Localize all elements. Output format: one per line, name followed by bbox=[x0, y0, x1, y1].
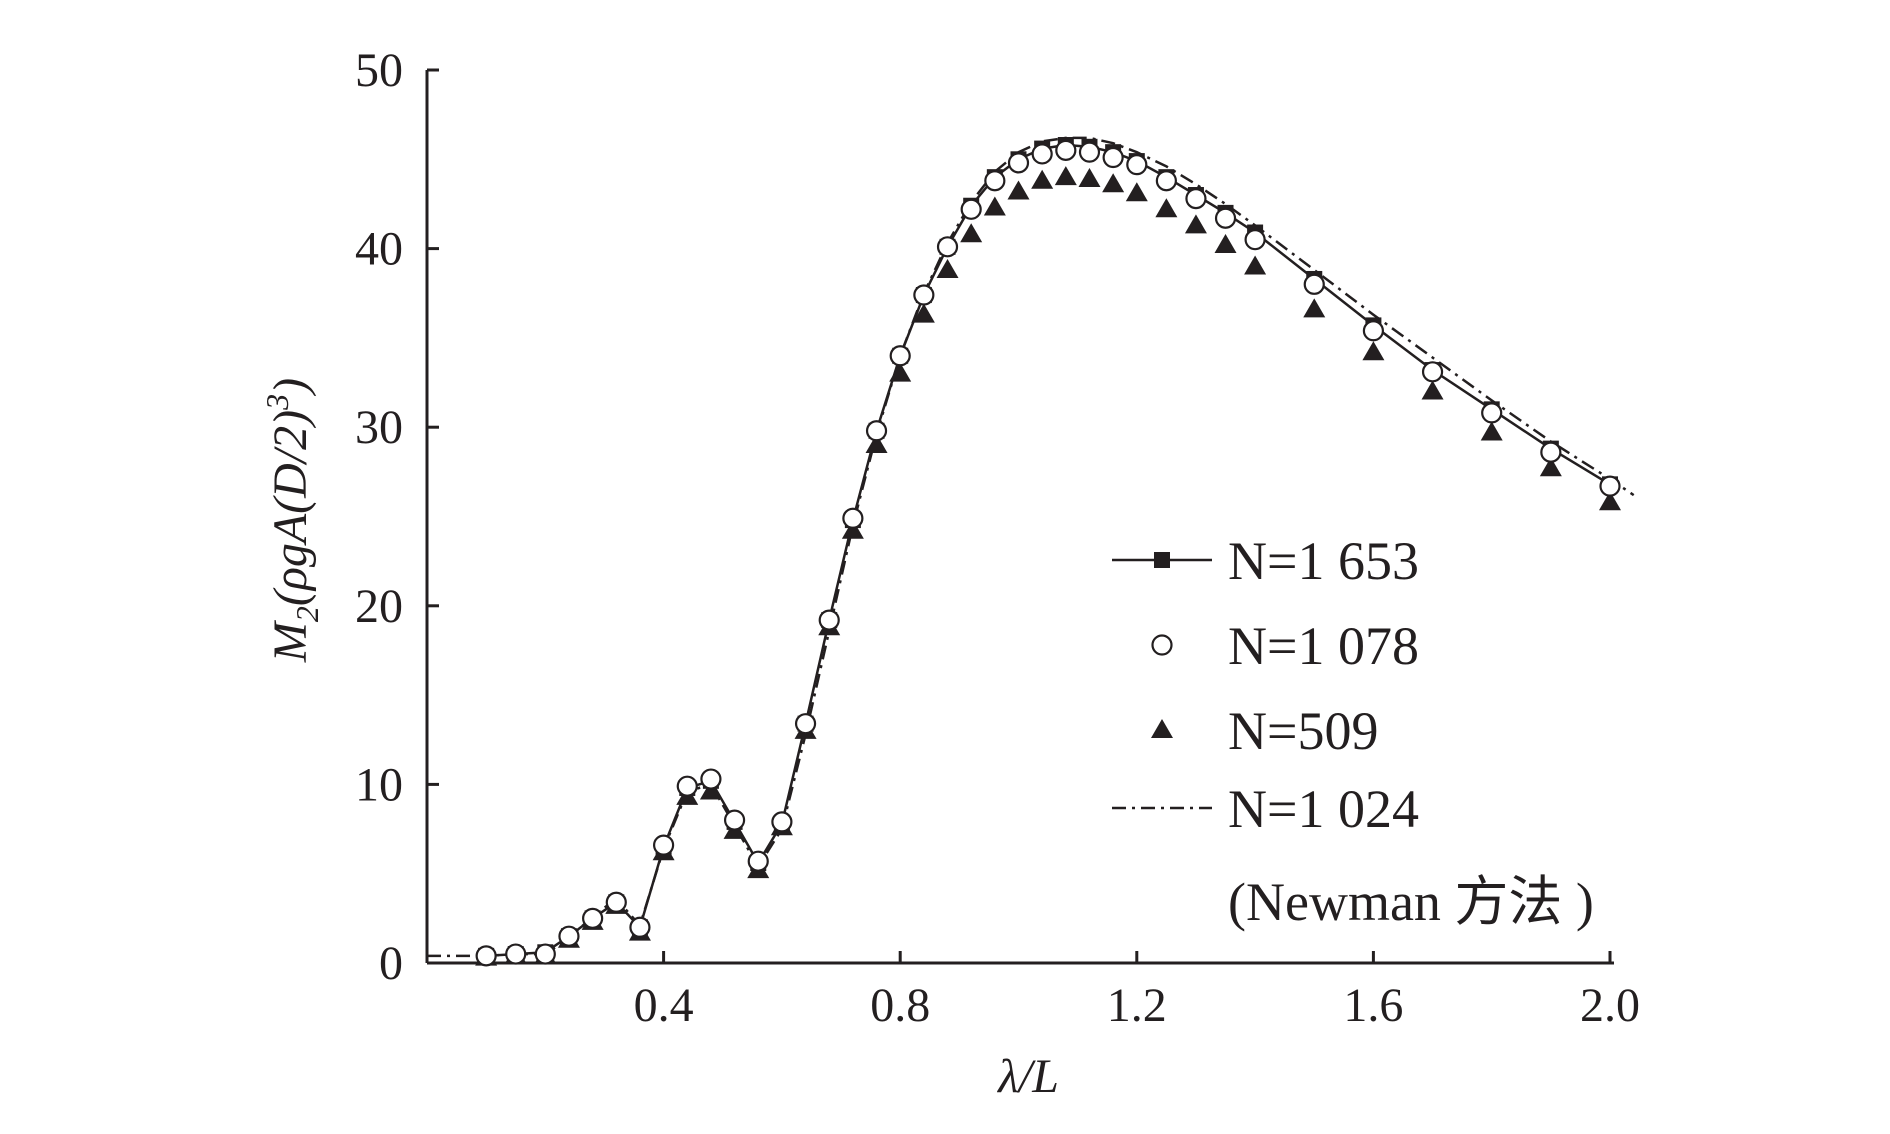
point-circle-n1078 bbox=[676, 775, 698, 797]
point-triangle-n509 bbox=[912, 303, 935, 323]
point-circle-n1078 bbox=[1007, 152, 1030, 174]
y-axis-title: M2(ρgA(D/2)3) bbox=[259, 378, 325, 663]
x-tick-label: 2.0 bbox=[1580, 979, 1640, 1032]
point-circle-n1078 bbox=[1540, 441, 1562, 463]
y-axis-title-sup: 3 bbox=[259, 394, 295, 411]
point-circle-n1078 bbox=[505, 943, 527, 965]
point-circle-n1078 bbox=[1362, 320, 1385, 342]
point-circle-n1078 bbox=[771, 811, 793, 833]
legend-circle-n1078 bbox=[1151, 634, 1173, 656]
point-triangle-n509 bbox=[889, 362, 912, 382]
point-circle-n1078 bbox=[889, 345, 911, 367]
point-circle-n1078 bbox=[629, 916, 651, 938]
series-layer bbox=[427, 136, 1635, 967]
point-circle-n1078 bbox=[794, 713, 817, 735]
x-axis-title: λ/L bbox=[996, 1050, 1059, 1103]
y-tick-label: 40 bbox=[355, 223, 403, 276]
x-tick-label: 1.6 bbox=[1343, 979, 1403, 1032]
point-circle-n1078 bbox=[1126, 154, 1148, 176]
legend: N=1 653 N=1 078 N=509 N=1 024 (Newman 方法 ) bbox=[1112, 531, 1594, 932]
y-axis-title-sub: 2 bbox=[289, 606, 325, 622]
point-triangle-n509 bbox=[1031, 169, 1054, 189]
y-tick-label: 20 bbox=[355, 580, 403, 633]
point-triangle-n509 bbox=[1054, 166, 1077, 186]
point-triangle-n509 bbox=[1539, 457, 1562, 477]
y-tick-label: 50 bbox=[355, 44, 403, 97]
point-circle-n1078 bbox=[842, 507, 864, 529]
legend-triangle-n509 bbox=[1151, 719, 1173, 738]
point-circle-n1078 bbox=[936, 236, 959, 258]
point-triangle-n509 bbox=[841, 519, 864, 539]
point-triangle-n509 bbox=[1184, 214, 1207, 234]
legend-label-n1024: N=1 024 bbox=[1228, 779, 1419, 839]
point-circle-n1078 bbox=[1155, 170, 1177, 192]
point-circle-n1078 bbox=[747, 850, 769, 872]
y-axis-title-main: M bbox=[264, 619, 317, 663]
point-circle-n1078 bbox=[723, 809, 746, 831]
point-circle-n1078 bbox=[558, 925, 580, 947]
y-axis-title-rest: (ρgA(D/2) bbox=[264, 410, 317, 606]
point-triangle-n509 bbox=[1421, 380, 1444, 400]
point-circle-n1078 bbox=[960, 198, 982, 220]
point-triangle-n509 bbox=[1102, 173, 1125, 193]
point-circle-n1078 bbox=[1599, 475, 1621, 497]
x-tick-label: 0.4 bbox=[634, 979, 694, 1032]
point-circle-n1078 bbox=[605, 891, 627, 913]
point-triangle-n509 bbox=[1125, 182, 1148, 202]
point-triangle-n509 bbox=[1078, 167, 1101, 187]
series-line-n1024 bbox=[427, 136, 1635, 958]
axes: 0 10 20 30 40 50 0.4 0.8 1.2 1.6 2.0 λ/L M2(ρgA(D/2)… bbox=[259, 44, 1640, 1103]
point-circle-n1078 bbox=[652, 834, 675, 856]
point-circle-n1078 bbox=[1102, 146, 1124, 169]
point-circle-n1078 bbox=[818, 609, 840, 631]
point-triangle-n509 bbox=[1155, 198, 1178, 218]
y-axis-title-close: ) bbox=[264, 378, 317, 397]
legend-label-n1078: N=1 078 bbox=[1228, 616, 1419, 676]
point-triangle-n509 bbox=[936, 259, 959, 279]
point-circle-n1078 bbox=[1055, 139, 1077, 161]
point-circle-n1078 bbox=[700, 768, 722, 790]
y-tick-label: 30 bbox=[355, 401, 403, 454]
point-circle-n1078 bbox=[582, 907, 604, 929]
point-triangle-n509 bbox=[865, 434, 888, 454]
point-triangle-n509 bbox=[1599, 491, 1621, 511]
x-tick-label: 0.8 bbox=[870, 979, 930, 1032]
y-tick-label: 10 bbox=[355, 758, 403, 811]
point-circle-n1078 bbox=[1031, 143, 1053, 165]
legend-label-n1653: N=1 653 bbox=[1228, 531, 1419, 591]
legend-square-n1653 bbox=[1154, 552, 1170, 568]
point-circle-n1078 bbox=[1244, 229, 1266, 251]
point-circle-n1078 bbox=[1303, 273, 1325, 295]
legend-label-n509: N=509 bbox=[1228, 701, 1378, 761]
point-circle-n1078 bbox=[1481, 402, 1503, 424]
x-tick-label: 1.2 bbox=[1107, 979, 1167, 1032]
point-circle-n1078 bbox=[1078, 141, 1101, 163]
point-circle-n1078 bbox=[865, 420, 888, 442]
series-line-n1653 bbox=[486, 143, 1611, 958]
point-triangle-n509 bbox=[1362, 341, 1385, 361]
point-triangle-n509 bbox=[1007, 180, 1030, 200]
point-circle-n1078 bbox=[1185, 187, 1207, 210]
point-triangle-n509 bbox=[699, 780, 722, 800]
point-circle-n1078 bbox=[475, 945, 497, 967]
point-triangle-n509 bbox=[983, 196, 1006, 216]
legend-note-newman: (Newman 方法 ) bbox=[1228, 872, 1594, 932]
point-triangle-n509 bbox=[1480, 421, 1503, 441]
point-circle-n1078 bbox=[1421, 361, 1444, 383]
y-tick-label: 0 bbox=[379, 937, 403, 990]
point-triangle-n509 bbox=[1244, 255, 1267, 275]
point-circle-n1078 bbox=[984, 170, 1006, 192]
point-triangle-n509 bbox=[1214, 234, 1237, 254]
point-circle-n1078 bbox=[1214, 207, 1237, 229]
point-triangle-n509 bbox=[1303, 298, 1326, 318]
point-circle-n1078 bbox=[534, 943, 556, 965]
point-circle-n1078 bbox=[913, 284, 935, 306]
point-triangle-n509 bbox=[960, 223, 983, 243]
